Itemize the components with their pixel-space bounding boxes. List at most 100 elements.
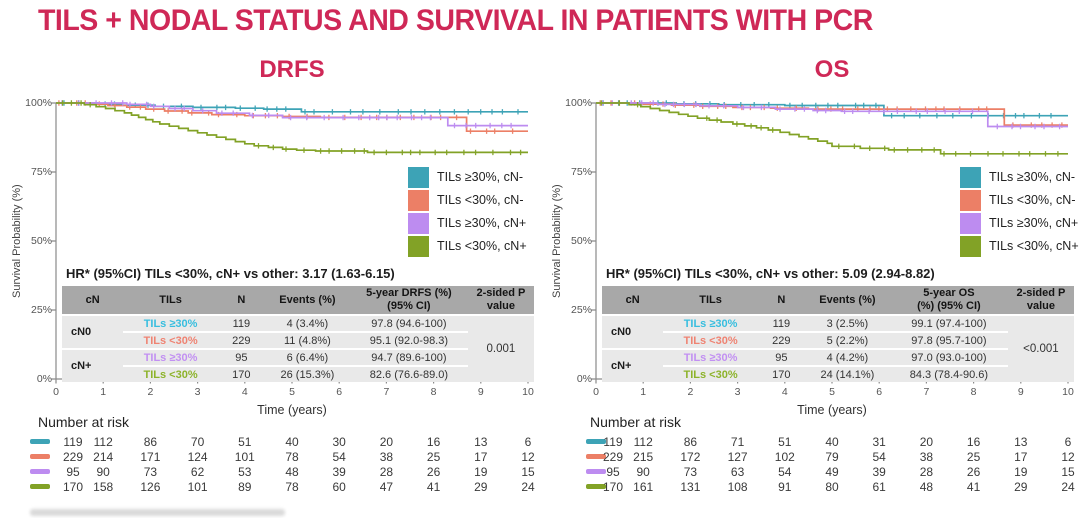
legend-label-2: TILs <30%, cN- bbox=[437, 193, 524, 207]
x-tick-label: 6 bbox=[336, 386, 343, 398]
at-risk-value: 38 bbox=[919, 450, 934, 464]
at-risk-value: 71 bbox=[730, 435, 745, 449]
at-risk-value: 25 bbox=[426, 450, 441, 464]
at-risk-value: 95 bbox=[66, 465, 80, 479]
y-tick-label: 25% bbox=[570, 304, 592, 316]
x-tick-label: 4 bbox=[781, 386, 788, 398]
at-risk-value: 6 bbox=[524, 435, 532, 449]
at-risk-value: 108 bbox=[727, 480, 748, 494]
at-risk-value: 54 bbox=[872, 450, 886, 464]
at-risk-value: 47 bbox=[379, 480, 394, 494]
at-risk-dash-1 bbox=[30, 439, 50, 444]
x-tick-label: 10 bbox=[1062, 386, 1074, 398]
x-tick-label: 0 bbox=[53, 386, 59, 398]
legend-item-2: TILs <30%, cN- bbox=[408, 189, 524, 211]
table-cell-r0-c3: 4 (3.4%) bbox=[264, 316, 350, 331]
chart-title-os: OS bbox=[814, 56, 850, 83]
at-risk-value: 89 bbox=[238, 480, 252, 494]
table-header-5: 2-sided P value bbox=[1007, 286, 1074, 314]
x-tick-label: 6 bbox=[876, 386, 883, 398]
at-risk-value: 40 bbox=[285, 435, 299, 449]
at-risk-value: 48 bbox=[285, 465, 299, 479]
table-header-2: N bbox=[757, 286, 805, 314]
table-cell-r1-c3: 11 (4.8%) bbox=[264, 333, 350, 348]
x-tick-label: 3 bbox=[734, 386, 741, 398]
at-risk-value: 49 bbox=[825, 465, 839, 479]
table-header-0: cN bbox=[602, 286, 664, 314]
x-tick-label: 2 bbox=[147, 386, 154, 398]
y-tick-label: 50% bbox=[570, 235, 592, 247]
at-risk-value: 90 bbox=[96, 465, 110, 479]
table-cell-r0-c1: TILs ≥30% bbox=[123, 316, 218, 331]
at-risk-value: 170 bbox=[62, 480, 84, 494]
at-risk-value: 54 bbox=[778, 465, 792, 479]
panel-os: OS Survival Probability (%) 100% 75% 50% 25% 0… bbox=[540, 56, 1080, 518]
km-plot-os bbox=[591, 100, 1069, 384]
legend-item-3: TILs ≥30%, cN+ bbox=[408, 212, 526, 234]
table-cell-cnplus: cN+ bbox=[602, 350, 664, 382]
at-risk-value: 19 bbox=[1014, 465, 1028, 479]
legend-label-1: TILs ≥30%, cN- bbox=[989, 170, 1076, 184]
at-risk-value: 24 bbox=[521, 480, 535, 494]
results-table: cN TILs N Events (%) 5-year OS (%) (95% CI) 2… bbox=[602, 286, 1074, 382]
table-header-1: TILs bbox=[663, 286, 758, 314]
at-risk-value: 86 bbox=[143, 435, 158, 449]
x-tick-label: 4 bbox=[241, 386, 248, 398]
at-risk-value: 60 bbox=[332, 480, 346, 494]
legend-swatch-4 bbox=[960, 235, 981, 257]
table-cell-r2-c2: 95 bbox=[217, 350, 265, 365]
at-risk-value: 215 bbox=[633, 450, 654, 464]
number-at-risk-label: Number at risk bbox=[590, 414, 682, 430]
at-risk-value: 214 bbox=[93, 450, 114, 464]
legend-swatch-2 bbox=[960, 189, 981, 211]
legend-label-1: TILs ≥30%, cN- bbox=[437, 170, 524, 184]
at-risk-value: 39 bbox=[872, 465, 886, 479]
at-risk-value: 119 bbox=[603, 435, 623, 449]
legend-swatch-1 bbox=[408, 166, 429, 188]
x-tick-label: 0 bbox=[593, 386, 599, 398]
table-cell-pvalue: 0.001 bbox=[467, 316, 534, 382]
at-risk-value: 15 bbox=[521, 465, 535, 479]
at-risk-value: 158 bbox=[93, 480, 114, 494]
at-risk-value: 126 bbox=[140, 480, 161, 494]
legend-item-1: TILs ≥30%, cN- bbox=[408, 166, 523, 188]
table-cell-r1-c2: 229 bbox=[217, 333, 265, 348]
table-cell-r2-c3: 6 (6.4%) bbox=[264, 350, 350, 365]
table-cell-r3-c3: 24 (14.1%) bbox=[804, 367, 890, 382]
at-risk-value: 39 bbox=[332, 465, 346, 479]
at-risk-dash-3 bbox=[586, 469, 606, 474]
at-risk-value: 41 bbox=[426, 480, 441, 494]
table-cell-r3-c1: TILs <30% bbox=[663, 367, 758, 382]
table-header-0: cN bbox=[62, 286, 124, 314]
legend-item-2: TILs <30%, cN- bbox=[960, 189, 1076, 211]
at-risk-value: 73 bbox=[143, 465, 158, 479]
x-tick-label: 2 bbox=[687, 386, 694, 398]
at-risk-dash-3 bbox=[30, 469, 50, 474]
y-tick-label: 100% bbox=[25, 97, 52, 109]
at-risk-dash-2 bbox=[586, 454, 606, 459]
at-risk-value: 90 bbox=[636, 465, 650, 479]
chart-title-drfs: DRFS bbox=[259, 56, 325, 83]
survival-curve-4 bbox=[56, 102, 528, 154]
table-cell-r0-c2: 119 bbox=[217, 316, 265, 331]
at-risk-dash-1 bbox=[586, 439, 606, 444]
table-header-1: TILs bbox=[123, 286, 218, 314]
legend-label-2: TILs <30%, cN- bbox=[989, 193, 1076, 207]
x-axis-label: Time (years) bbox=[797, 403, 867, 417]
at-risk-value: 112 bbox=[93, 435, 113, 449]
table-cell-r3-c2: 170 bbox=[757, 367, 805, 382]
legend-swatch-4 bbox=[408, 235, 429, 257]
at-risk-value: 16 bbox=[966, 435, 981, 449]
table-cell-pvalue: <0.001 bbox=[1007, 316, 1074, 382]
y-tick-label: 25% bbox=[30, 304, 52, 316]
at-risk-value: 102 bbox=[774, 450, 795, 464]
at-risk-value: 29 bbox=[1014, 480, 1028, 494]
footnote-cutoff-text bbox=[30, 509, 285, 516]
at-risk-value: 127 bbox=[727, 450, 748, 464]
at-risk-value: 73 bbox=[683, 465, 698, 479]
at-risk-value: 78 bbox=[285, 480, 299, 494]
at-risk-value: 63 bbox=[730, 465, 745, 479]
table-cell-r1-c4: 97.8 (95.7-100) bbox=[889, 333, 1008, 348]
at-risk-value: 19 bbox=[474, 465, 488, 479]
